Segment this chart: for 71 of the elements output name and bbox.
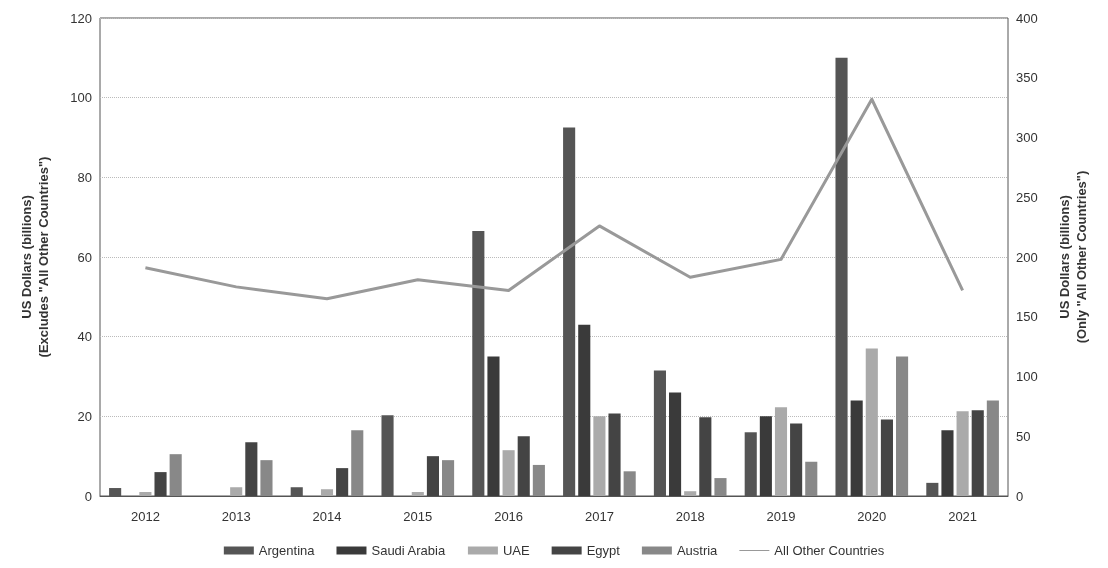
y2-tick-label: 400 (1016, 10, 1038, 26)
bar (245, 442, 258, 496)
y2-tick-label: 350 (1016, 70, 1038, 86)
bar (699, 417, 712, 496)
bar (139, 492, 152, 496)
bar (714, 478, 727, 496)
legend-label: Egypt (586, 543, 621, 558)
bar (956, 411, 969, 496)
bar (971, 410, 984, 496)
bar (578, 324, 591, 496)
y-tick-label: 100 (70, 90, 92, 106)
y-tick-label: 0 (84, 488, 92, 504)
bar (336, 468, 349, 496)
bar (517, 436, 530, 496)
x-tick-label: 2021 (948, 509, 978, 524)
x-tick-label: 2020 (857, 509, 887, 524)
y2-tick-label: 100 (1016, 369, 1038, 384)
bar (880, 419, 893, 496)
bar (411, 492, 424, 496)
y2-tick-label: 0 (1016, 488, 1024, 504)
bar (759, 416, 772, 496)
y2-tick-label: 150 (1016, 309, 1038, 325)
bar (154, 472, 167, 496)
x-tick-label: 2016 (494, 509, 524, 524)
y2-tick-label: 50 (1016, 428, 1031, 444)
bar (669, 392, 682, 496)
bar (169, 454, 182, 496)
legend-label: All Other Countries (774, 543, 885, 558)
bar (608, 413, 621, 496)
y2-tick-label: 200 (1016, 249, 1038, 265)
bar (790, 423, 803, 496)
bar (351, 430, 364, 496)
bar (230, 487, 243, 496)
y-tick-label: 40 (77, 329, 92, 345)
line-series (143, 97, 965, 301)
x-tick-label: 2013 (221, 509, 251, 524)
y2-tick-label: 300 (1016, 130, 1038, 145)
legend-label: Austria (676, 543, 719, 558)
bar (502, 450, 515, 496)
bar (320, 489, 334, 496)
x-tick-label: 2017 (584, 509, 614, 524)
x-tick-label: 2015 (403, 509, 433, 524)
x-tick-label: 2018 (675, 509, 705, 524)
bar (986, 400, 999, 496)
legend-label: Argentina (258, 543, 316, 558)
y2-tick-label: 250 (1016, 189, 1038, 205)
x-tick-label: 2012 (130, 509, 160, 524)
bar (941, 430, 954, 496)
y-tick-label: 80 (77, 169, 92, 185)
legend-label: Saudi Arabia (371, 543, 446, 558)
x-tick-label: 2014 (312, 509, 342, 524)
x-tick-label: 2019 (766, 509, 796, 524)
bar (532, 464, 545, 496)
bar (896, 356, 909, 496)
bar (865, 348, 878, 496)
y-tick-label: 60 (77, 249, 92, 265)
bar (487, 356, 500, 496)
y2-axis-title: US Dollars (billions) (Only "All Other Countries") (1057, 170, 1089, 344)
bar (850, 400, 863, 496)
bar (442, 460, 455, 496)
bar (426, 456, 439, 496)
y-axis-title: US Dollars (billions) (Excludes "All Other Countries") (19, 156, 51, 358)
bar (805, 461, 818, 496)
bar (774, 407, 788, 496)
bar (593, 416, 606, 496)
y-tick-label: 20 (77, 408, 92, 424)
bar (260, 460, 273, 496)
bar (684, 491, 697, 496)
legend-label: UAE (502, 543, 530, 558)
bar (623, 471, 636, 496)
y-tick-label: 120 (70, 10, 92, 26)
